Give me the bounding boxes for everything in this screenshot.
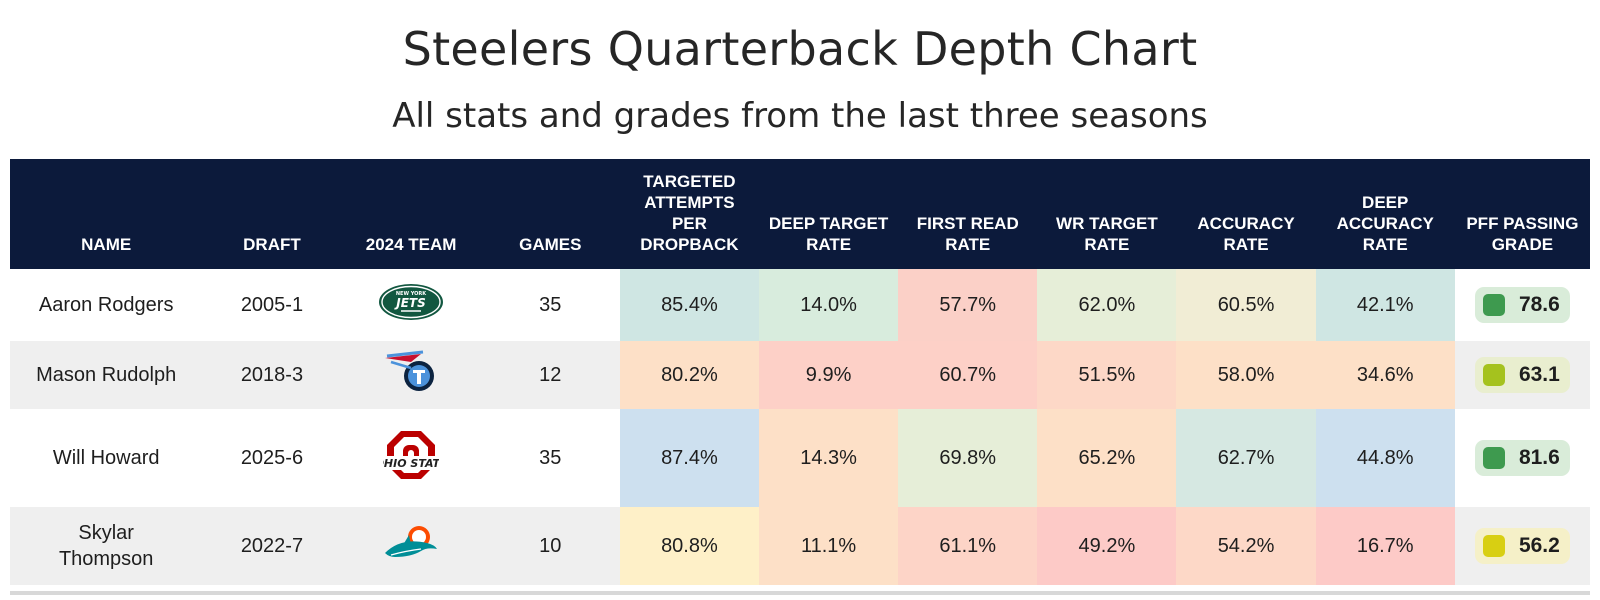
games-value: 35 <box>480 269 620 341</box>
player-name: Aaron Rodgers <box>10 269 203 341</box>
grade-indicator-icon <box>1482 294 1505 316</box>
games-value: 10 <box>480 507 620 585</box>
stat-cell: 42.1% <box>1315 269 1455 341</box>
grade-cell: 63.1 <box>1454 341 1590 409</box>
stat-cell: 60.7% <box>898 341 1038 409</box>
page-title: Steelers Quarterback Depth Chart <box>402 22 1198 76</box>
team-cell: NEW YORK JETS <box>341 269 481 341</box>
team-cell <box>341 507 481 585</box>
grade-badge: 81.6 <box>1474 440 1570 476</box>
stat-cell: 14.0% <box>759 269 899 341</box>
stat-cell: 65.2% <box>1037 409 1177 507</box>
stat-cell: 60.5% <box>1176 269 1316 341</box>
stat-cell: 80.8% <box>619 507 759 585</box>
table-row: Skylar Thompson 2022-7 10 80.8% 11.1% 61.1% 49… <box>10 507 1590 585</box>
header-row: NAME DRAFT 2024 TEAM GAMES TARGETED ATTE… <box>10 159 1590 269</box>
draft-value: 2018-3 <box>202 341 342 409</box>
stat-cell: 34.6% <box>1315 341 1455 409</box>
grade-cell: 81.6 <box>1454 409 1590 507</box>
column-header: GAMES <box>480 159 620 269</box>
column-header: ACCURACY RATE <box>1176 159 1316 269</box>
grade-value: 78.6 <box>1518 293 1560 316</box>
games-value: 35 <box>480 409 620 507</box>
bottom-divider <box>10 591 1590 595</box>
stat-cell: 54.2% <box>1176 507 1316 585</box>
games-value: 12 <box>480 341 620 409</box>
grade-badge: 56.2 <box>1474 528 1570 564</box>
grade-indicator-icon <box>1482 535 1505 557</box>
grade-badge: 78.6 <box>1474 287 1570 323</box>
stat-cell: 85.4% <box>619 269 759 341</box>
stat-cell: 11.1% <box>759 507 899 585</box>
stat-cell: 9.9% <box>759 341 899 409</box>
column-header: PFF PASSING GRADE <box>1454 159 1590 269</box>
draft-value: 2025-6 <box>202 409 342 507</box>
stat-cell: 57.7% <box>898 269 1038 341</box>
table-row: Aaron Rodgers 2005-1 NEW YORK JETS 35 85.4% 14… <box>10 269 1590 341</box>
depth-chart-table: NAME DRAFT 2024 TEAM GAMES TARGETED ATTE… <box>10 159 1590 585</box>
stat-cell: 62.7% <box>1176 409 1316 507</box>
column-header: DRAFT <box>202 159 342 269</box>
player-name: Mason Rudolph <box>10 341 203 409</box>
stat-cell: 69.8% <box>898 409 1038 507</box>
stat-cell: 49.2% <box>1037 507 1177 585</box>
grade-cell: 78.6 <box>1454 269 1590 341</box>
page-subtitle: All stats and grades from the last three… <box>392 96 1208 136</box>
titans-logo-icon <box>381 350 441 400</box>
team-cell: OHIO STATE <box>341 409 481 507</box>
svg-text:OHIO STATE: OHIO STATE <box>383 457 439 470</box>
stat-cell: 58.0% <box>1176 341 1316 409</box>
stat-cell: 14.3% <box>759 409 899 507</box>
player-name: Skylar Thompson <box>10 507 203 585</box>
draft-value: 2022-7 <box>202 507 342 585</box>
jets-logo-icon: NEW YORK JETS <box>377 282 445 328</box>
table-body: Aaron Rodgers 2005-1 NEW YORK JETS 35 85.4% 14… <box>10 269 1590 585</box>
column-header: DEEP ACCURACY RATE <box>1315 159 1455 269</box>
dolphins-logo-icon <box>381 523 441 569</box>
grade-value: 81.6 <box>1518 446 1560 469</box>
stat-cell: 62.0% <box>1037 269 1177 341</box>
svg-text:JETS: JETS <box>394 296 426 310</box>
stat-cell: 16.7% <box>1315 507 1455 585</box>
grade-cell: 56.2 <box>1454 507 1590 585</box>
player-name: Will Howard <box>10 409 203 507</box>
column-header: TARGETED ATTEMPTS PER DROPBACK <box>619 159 759 269</box>
grade-indicator-icon <box>1482 364 1505 386</box>
column-header: FIRST READ RATE <box>898 159 1038 269</box>
table-row: Mason Rudolph 2018-3 12 80.2% 9.9% 60.7% 51.5%… <box>10 341 1590 409</box>
team-cell <box>341 341 481 409</box>
column-header: DEEP TARGET RATE <box>759 159 899 269</box>
svg-text:NEW YORK: NEW YORK <box>396 291 427 297</box>
grade-value: 63.1 <box>1518 363 1560 386</box>
column-header: NAME <box>10 159 203 269</box>
stat-cell: 87.4% <box>619 409 759 507</box>
stat-cell: 61.1% <box>898 507 1038 585</box>
grade-indicator-icon <box>1482 447 1505 469</box>
column-header: 2024 TEAM <box>341 159 481 269</box>
stat-cell: 51.5% <box>1037 341 1177 409</box>
stat-cell: 44.8% <box>1315 409 1455 507</box>
draft-value: 2005-1 <box>202 269 342 341</box>
stat-cell: 80.2% <box>619 341 759 409</box>
column-header: WR TARGET RATE <box>1037 159 1177 269</box>
grade-badge: 63.1 <box>1474 357 1570 393</box>
ohio-state-logo-icon: OHIO STATE <box>375 429 448 487</box>
grade-value: 56.2 <box>1518 534 1560 557</box>
